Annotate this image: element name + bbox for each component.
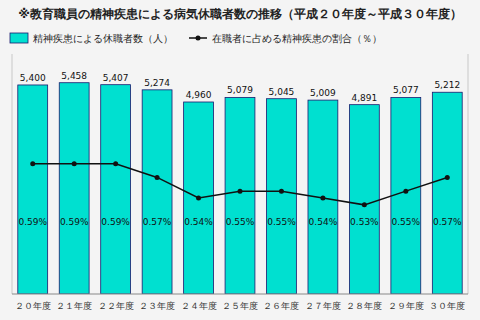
bar [391,97,421,294]
bar-label: 5,045 [269,87,295,97]
line-marker [279,189,284,194]
chart: ※教育職員の精神疾患による病気休職者数の推移（平成２０年度～平成３０年度） 精神疾… [0,0,480,320]
bar [349,105,379,294]
line-marker [196,196,201,201]
legend-label: 精神疾患による休職者数（人） [33,33,173,44]
bar-label: 4,891 [351,93,377,103]
bar-label: 5,274 [144,78,170,88]
line-marker [362,202,367,207]
line-value-label: 0.55% [267,217,296,227]
line-value-label: 0.59% [18,217,47,227]
legend-item: 在職者に占める精神疾患の割合（％） [189,33,382,44]
bar [18,85,48,294]
legend-marker [196,36,201,41]
line-value-label: 0.59% [101,217,130,227]
x-tick-label: ２７年度 [305,301,341,311]
legend: 精神疾患による休職者数（人） 在職者に占める精神疾患の割合（％） [10,33,382,44]
legend-item: 精神疾患による休職者数（人） [10,33,173,44]
line-value-label: 0.55% [226,217,255,227]
bar-label: 5,400 [20,73,46,83]
line-value-label: 0.57% [433,217,462,227]
line-marker [403,189,408,194]
bar-label: 5,458 [61,71,87,81]
x-tick-label: ２９年度 [388,301,424,311]
bar-label: 5,212 [434,80,460,90]
x-tick-label: ２１年度 [56,301,92,311]
line-marker [155,175,160,180]
title: ※教育職員の精神疾患による病気休職者数の推移（平成２０年度～平成３０年度） [18,7,462,21]
line-marker [445,175,450,180]
bar [59,83,89,294]
line-value-label: 0.55% [392,217,421,227]
line-value-label: 0.54% [309,217,338,227]
line-marker [113,161,118,166]
bar-label: 5,009 [310,88,336,98]
x-tick-label: ２６年度 [263,301,299,311]
x-tick-label: ２４年度 [181,301,217,311]
bar [267,99,297,294]
line-marker [320,196,325,201]
data-labels: 5,400 5,458 5,407 5,274 4,960 5,079 5,045 5,009… [18,71,462,227]
y-axis-line [12,54,13,294]
line-marker [72,161,77,166]
line-marker [238,189,243,194]
line-marker [30,161,35,166]
x-tick-label: ２３年度 [139,301,175,311]
bar [142,90,172,294]
bar-label: 5,407 [103,73,129,83]
baseline [12,294,468,295]
line-value-label: 0.57% [143,217,172,227]
bar [308,100,338,294]
legend-label: 在職者に占める精神疾患の割合（％） [212,33,382,44]
bar [432,92,462,294]
x-tick-label: ３０年度 [429,301,465,311]
line-value-label: 0.54% [184,217,213,227]
x-tick-label: ２０年度 [15,301,51,311]
bar-label: 5,079 [227,85,253,95]
x-tick-label: ２２年度 [98,301,134,311]
y2-axis-line [468,54,469,294]
bar [184,102,214,294]
legend-swatch [10,33,28,43]
bar-label: 4,960 [186,90,212,100]
x-tick-labels: ２０年度 ２１年度 ２２年度 ２３年度 ２４年度 ２５年度 ２６年度 ２７年度 ２８年度 ２９年度… [15,301,466,311]
line-value-label: 0.53% [350,217,379,227]
x-tick-label: ２５年度 [222,301,258,311]
line [33,164,448,205]
background [0,0,480,320]
plot-marks [18,83,462,294]
line-value-label: 0.59% [60,217,89,227]
x-tick-label: ２８年度 [346,301,382,311]
bar [101,85,131,294]
bar [225,97,255,294]
bar-label: 5,077 [393,85,419,95]
